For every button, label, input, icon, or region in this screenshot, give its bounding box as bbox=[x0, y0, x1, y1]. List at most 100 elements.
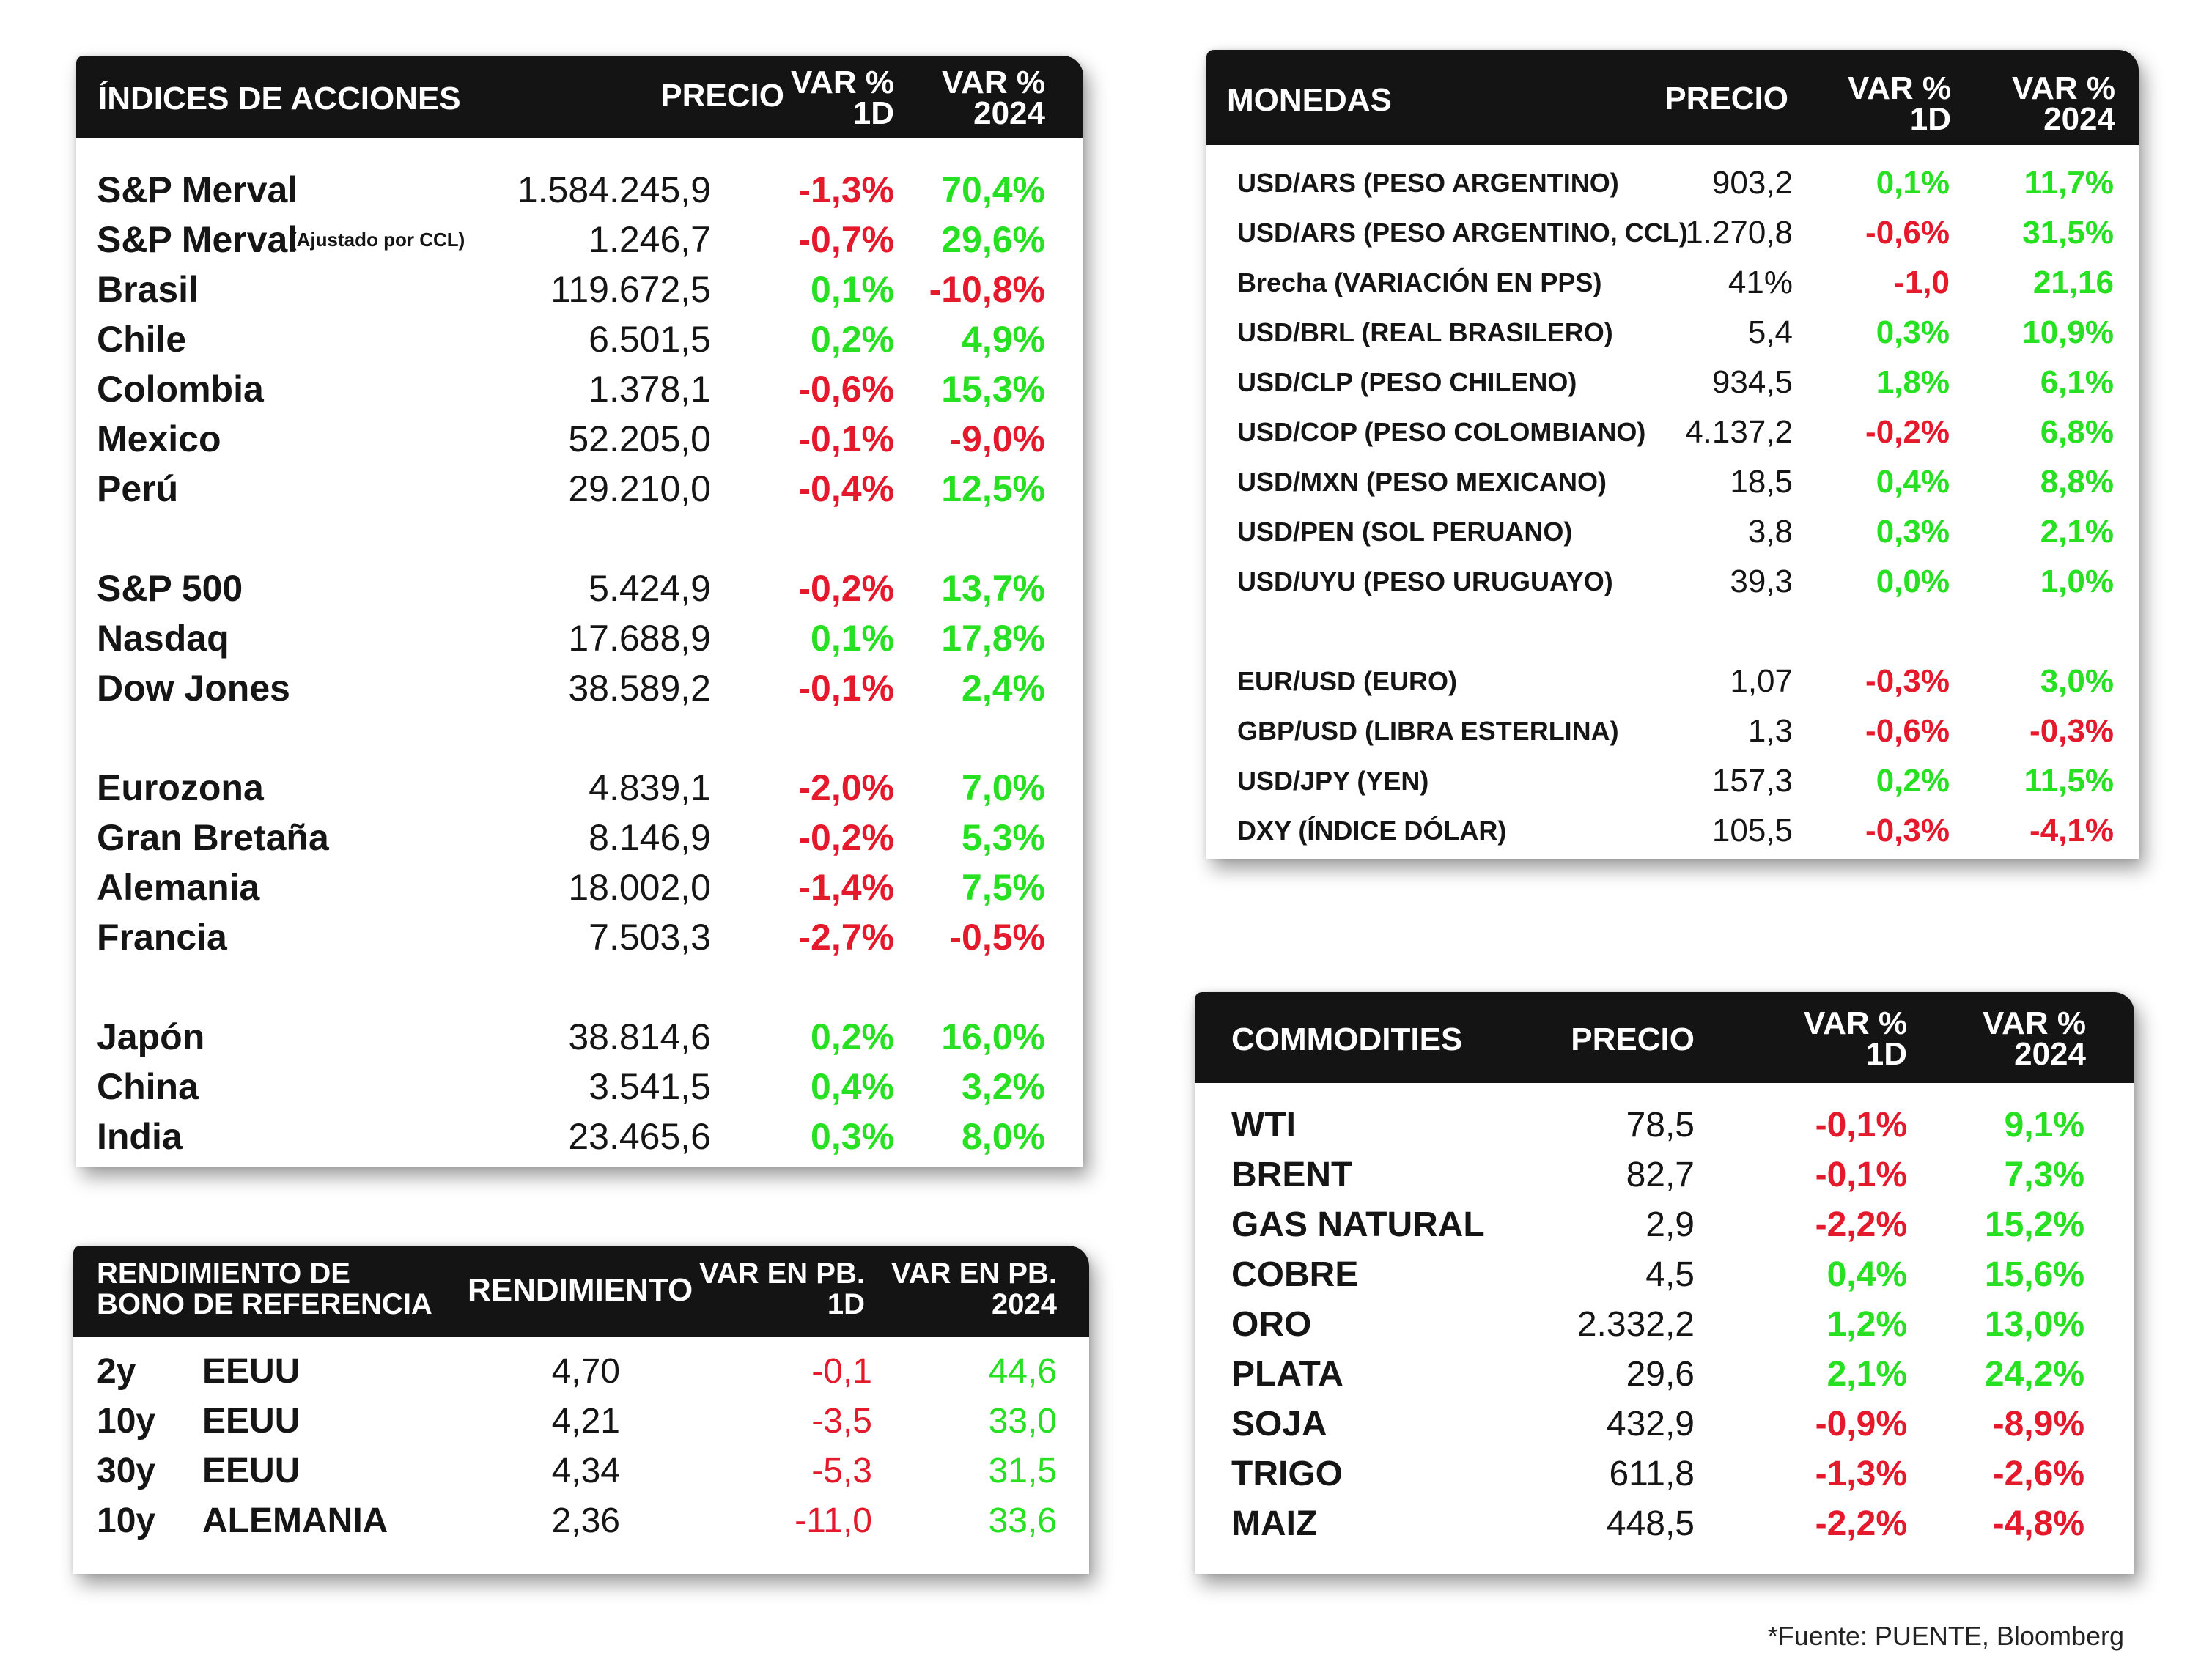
table-row: Dow Jones 38.589,2 -0,1% 2,4% bbox=[76, 664, 1083, 712]
currencies-name-cell: Brecha (VARIACIÓN EN PPS) bbox=[1237, 267, 1602, 297]
currencies-rows: USD/ARS (PESO ARGENTINO) 903,2 0,1% 11,7% US… bbox=[1206, 160, 2139, 856]
table-row: USD/COP (PESO COLOMBIANO) 4.137,2 -0,2% 6,8… bbox=[1206, 409, 2139, 456]
indices-d1-cell: 0,3% bbox=[811, 1116, 894, 1157]
indices-d1-cell: 0,2% bbox=[811, 1016, 894, 1057]
commodities-d1-cell: -0,1% bbox=[1815, 1156, 1907, 1194]
bonds-ytd-cell: 31,5 bbox=[988, 1452, 1057, 1490]
currencies-price-cell: 5,4 bbox=[1747, 314, 1793, 350]
bonds-rows: 2y EEUU 4,70 -0,1 44,6 10y EEUU 4,21 -3,5 33,0 30y… bbox=[73, 1348, 1089, 1568]
indices-price-cell: 119.672,5 bbox=[550, 269, 711, 310]
currencies-name-cell: USD/ARS (PESO ARGENTINO, CCL) bbox=[1237, 218, 1688, 248]
indices-ytd-cell: 7,5% bbox=[962, 867, 1045, 908]
currencies-d1-header-line1: VAR % bbox=[1848, 70, 1951, 106]
currencies-price-cell: 41% bbox=[1728, 265, 1793, 300]
indices-price-cell: 8.146,9 bbox=[589, 817, 711, 858]
indices-price-cell: 1.584.245,9 bbox=[517, 169, 711, 210]
bonds-d1-cell: -3,5 bbox=[811, 1402, 872, 1441]
commodities-name-cell: GAS NATURAL bbox=[1231, 1205, 1485, 1244]
bonds-title-line1: RENDIMIENTO DE bbox=[97, 1257, 350, 1290]
commodities-ytd-cell: 15,6% bbox=[1984, 1255, 2084, 1294]
indices-d1-cell: -0,1% bbox=[798, 418, 894, 459]
indices-price-cell: 29.210,0 bbox=[568, 468, 711, 509]
commodities-price-cell: 82,7 bbox=[1626, 1156, 1695, 1194]
bonds-yield-cell: 4,21 bbox=[551, 1402, 620, 1441]
table-row: 10y ALEMANIA 2,36 -11,0 33,6 bbox=[73, 1498, 1089, 1545]
indices-ytd-cell: 16,0% bbox=[941, 1016, 1045, 1057]
indices-d1-cell: -2,7% bbox=[798, 917, 894, 958]
currencies-panel: MONEDAS PRECIO VAR % 1D VAR % 2024 USD/A… bbox=[1206, 50, 2139, 859]
currencies-price-cell: 1.270,8 bbox=[1685, 215, 1793, 251]
bonds-ytd-cell: 44,6 bbox=[988, 1352, 1057, 1391]
table-row: Perú 29.210,0 -0,4% 12,5% bbox=[76, 465, 1083, 513]
commodities-price-cell: 78,5 bbox=[1626, 1106, 1695, 1145]
table-row: USD/JPY (YEN) 157,3 0,2% 11,5% bbox=[1206, 758, 2139, 805]
currencies-price-cell: 39,3 bbox=[1730, 563, 1793, 599]
source-note: *Fuente: PUENTE, Bloomberg bbox=[1767, 1621, 2124, 1651]
commodities-d1-cell: 1,2% bbox=[1826, 1305, 1907, 1344]
indices-price-cell: 1.246,7 bbox=[589, 219, 711, 260]
bonds-yield-cell: 4,70 bbox=[551, 1352, 620, 1391]
bonds-country-cell: EEUU bbox=[202, 1352, 301, 1391]
table-row: Gran Bretaña 8.146,9 -0,2% 5,3% bbox=[76, 813, 1083, 862]
indices-title: ÍNDICES DE ACCIONES bbox=[98, 81, 461, 117]
indices-name-cell: Gran Bretaña bbox=[97, 817, 329, 858]
table-row: China 3.541,5 0,4% 3,2% bbox=[76, 1062, 1083, 1111]
indices-ytd-cell: 17,8% bbox=[941, 618, 1045, 659]
bonds-term-cell: 10y bbox=[97, 1402, 156, 1441]
indices-name-cell: Mexico bbox=[97, 418, 221, 459]
currencies-ytd-cell: 3,0% bbox=[2040, 663, 2114, 699]
table-row: COBRE 4,5 0,4% 15,6% bbox=[1195, 1252, 2134, 1298]
currencies-price-cell: 3,8 bbox=[1747, 514, 1793, 550]
commodities-d1-cell: -0,9% bbox=[1815, 1405, 1907, 1444]
table-row: GAS NATURAL 2,9 -2,2% 15,2% bbox=[1195, 1202, 2134, 1249]
currencies-name-cell: DXY (ÍNDICE DÓLAR) bbox=[1237, 816, 1507, 846]
table-row: USD/PEN (SOL PERUANO) 3,8 0,3% 2,1% bbox=[1206, 509, 2139, 555]
currencies-d1-cell: 0,0% bbox=[1876, 563, 1950, 599]
currencies-ytd-cell: 1,0% bbox=[2040, 563, 2114, 599]
currencies-price-cell: 4.137,2 bbox=[1685, 414, 1793, 450]
currencies-name-cell: USD/JPY (YEN) bbox=[1237, 766, 1429, 796]
commodities-name-cell: WTI bbox=[1231, 1106, 1296, 1145]
indices-price-cell: 52.205,0 bbox=[568, 418, 711, 459]
commodities-d1-header-line1: VAR % bbox=[1804, 1005, 1907, 1041]
currencies-ytd-cell: 6,8% bbox=[2040, 414, 2114, 450]
table-row: USD/MXN (PESO MEXICANO) 18,5 0,4% 8,8% bbox=[1206, 459, 2139, 506]
currencies-price-cell: 1,07 bbox=[1730, 663, 1793, 699]
indices-d1-cell: -0,2% bbox=[798, 568, 894, 609]
indices-price-cell: 23.465,6 bbox=[568, 1116, 711, 1157]
currencies-d1-cell: 0,1% bbox=[1876, 165, 1950, 201]
commodities-ytd-cell: 15,2% bbox=[1984, 1205, 2084, 1244]
commodities-ytd-cell: -4,8% bbox=[1992, 1504, 2084, 1543]
commodities-rows: WTI 78,5 -0,1% 9,1% BRENT 82,7 -0,1% 7,3% GAS NA… bbox=[1195, 1102, 2134, 1571]
table-row: USD/UYU (PESO URUGUAYO) 39,3 0,0% 1,0% bbox=[1206, 558, 2139, 605]
indices-price-cell: 5.424,9 bbox=[589, 568, 711, 609]
indices-ytd-cell: -10,8% bbox=[929, 269, 1045, 310]
indices-price-cell: 4.839,1 bbox=[589, 767, 711, 808]
commodities-price-cell: 611,8 bbox=[1609, 1455, 1695, 1493]
currencies-ytd-cell: 11,7% bbox=[2024, 165, 2114, 201]
indices-price-cell: 6.501,5 bbox=[589, 319, 711, 360]
commodities-name-cell: PLATA bbox=[1231, 1355, 1343, 1394]
bonds-term-cell: 10y bbox=[97, 1501, 156, 1540]
commodities-d1-cell: -1,3% bbox=[1815, 1455, 1907, 1493]
indices-price-cell: 38.589,2 bbox=[568, 668, 711, 709]
bonds-country-cell: ALEMANIA bbox=[202, 1501, 388, 1540]
currencies-d1-cell: -0,6% bbox=[1865, 713, 1950, 749]
commodities-d1-cell: -2,2% bbox=[1815, 1504, 1907, 1543]
bonds-d1-cell: -11,0 bbox=[795, 1501, 872, 1540]
commodities-panel: COMMODITIES PRECIO VAR % 1D VAR % 2024 W… bbox=[1195, 992, 2134, 1574]
currencies-ytd-header-line1: VAR % bbox=[2012, 70, 2115, 106]
indices-ytd-cell: 15,3% bbox=[941, 369, 1045, 410]
commodities-ytd-cell: 9,1% bbox=[2004, 1106, 2084, 1145]
currencies-d1-cell: -0,2% bbox=[1865, 414, 1950, 450]
currencies-d1-cell: -0,3% bbox=[1865, 663, 1950, 699]
table-row: Nasdaq 17.688,9 0,1% 17,8% bbox=[76, 614, 1083, 662]
currencies-price-cell: 934,5 bbox=[1711, 364, 1793, 400]
commodities-price-cell: 29,6 bbox=[1626, 1355, 1695, 1394]
indices-d1-cell: -0,7% bbox=[798, 219, 894, 260]
indices-ytd-cell: 2,4% bbox=[962, 668, 1045, 709]
currencies-d1-header-line2: 1D bbox=[1909, 101, 1951, 137]
bonds-d1-header-line2: 1D bbox=[827, 1288, 865, 1320]
bonds-ytd-cell: 33,0 bbox=[988, 1402, 1057, 1441]
table-row: S&P 500 5.424,9 -0,2% 13,7% bbox=[76, 564, 1083, 613]
